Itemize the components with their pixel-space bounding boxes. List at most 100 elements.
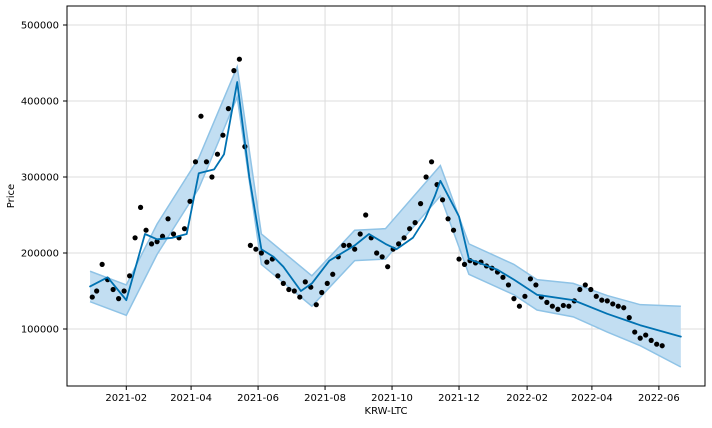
observed-point (181, 226, 188, 232)
observed-point (302, 279, 308, 285)
observed-point (445, 216, 451, 222)
observed-point (379, 254, 385, 260)
observed-point (621, 305, 627, 311)
observed-point (126, 273, 133, 279)
observed-point (297, 294, 303, 300)
x-tick-label: 2021-12 (438, 393, 480, 404)
observed-point (275, 273, 281, 279)
observed-point (500, 274, 506, 280)
observed-point (170, 231, 177, 237)
observed-point (148, 241, 155, 247)
observed-point (577, 286, 583, 293)
observed-point (159, 233, 166, 239)
observed-point (341, 242, 347, 248)
observed-point-layer (89, 56, 665, 349)
x-tick-label: 2021-08 (304, 393, 346, 404)
observed-point (203, 159, 210, 165)
observed-point (214, 151, 221, 157)
observed-point (527, 276, 534, 282)
observed-point (511, 296, 517, 302)
observed-point (137, 204, 144, 210)
observed-point (659, 343, 665, 349)
observed-point (209, 174, 215, 180)
y-tick-label: 200000 (21, 249, 59, 260)
uncertainty-band-upper-edge (89, 64, 681, 307)
observed-point (461, 261, 468, 267)
x-tick-label: 2021-04 (170, 393, 212, 404)
observed-point (560, 302, 566, 309)
plot-frame (66, 5, 706, 387)
observed-point (450, 227, 457, 233)
y-tick-label: 300000 (21, 173, 59, 184)
y-tick-label: 100000 (21, 325, 59, 336)
observed-point (533, 282, 539, 288)
forecast-line (89, 81, 682, 338)
observed-point (286, 286, 292, 293)
observed-point (143, 227, 149, 233)
x-axis-label: KRW-LTC (365, 406, 408, 417)
observed-point (599, 297, 605, 303)
observed-point (423, 174, 429, 180)
y-axis-label: Price (6, 184, 17, 208)
x-tick-label: 2021-10 (371, 393, 413, 404)
observed-point (363, 212, 369, 218)
observed-point (258, 250, 264, 256)
observed-point (99, 261, 105, 267)
observed-point (401, 235, 407, 241)
observed-point (330, 271, 336, 277)
observed-point (236, 56, 242, 62)
observed-point (566, 303, 572, 309)
observed-point (280, 280, 286, 286)
observed-point (192, 159, 199, 165)
observed-point (417, 201, 424, 207)
x-tick-label: 2022-06 (638, 393, 680, 404)
observed-point (582, 282, 588, 288)
observed-point (220, 132, 226, 138)
observed-point (324, 280, 330, 286)
y-tick-label: 500000 (21, 21, 59, 32)
observed-point (604, 298, 610, 304)
observed-point (94, 288, 100, 294)
x-tick-label: 2021-06 (237, 393, 279, 404)
observed-point (374, 250, 380, 256)
axis-layer: 2021-02 2021-04 2021-06 2021-08 2021-10 2021-… (21, 21, 680, 405)
forecast-line-layer (89, 81, 682, 338)
observed-point (313, 302, 319, 308)
observed-point (396, 241, 402, 247)
observed-point (357, 231, 363, 237)
observed-point (428, 159, 435, 165)
observed-point (516, 303, 523, 309)
observed-point (648, 337, 654, 343)
observed-point (588, 286, 594, 293)
x-tick-label: 2022-02 (506, 393, 548, 404)
observed-point (352, 246, 358, 252)
observed-point (154, 239, 160, 245)
observed-point (412, 220, 418, 226)
observed-point (632, 329, 638, 335)
observed-point (626, 315, 632, 321)
x-tick-label: 2021-02 (105, 393, 147, 404)
observed-point (654, 341, 660, 347)
observed-point (198, 113, 204, 119)
observed-point (549, 303, 555, 309)
observed-point (346, 242, 352, 248)
observed-point (187, 198, 193, 204)
x-tick-label: 2022-04 (571, 393, 613, 404)
observed-point (110, 286, 116, 293)
observed-point (385, 264, 391, 270)
observed-point (407, 226, 413, 232)
observed-point (116, 296, 122, 302)
observed-point (593, 293, 599, 299)
observed-point (247, 242, 253, 248)
observed-point (264, 259, 270, 265)
observed-point (522, 293, 528, 299)
uncertainty-band-lower-edge (89, 94, 682, 368)
observed-point (456, 256, 462, 262)
observed-point (225, 106, 232, 112)
observed-point (637, 335, 643, 341)
observed-point (615, 303, 621, 309)
observed-point (555, 306, 561, 312)
